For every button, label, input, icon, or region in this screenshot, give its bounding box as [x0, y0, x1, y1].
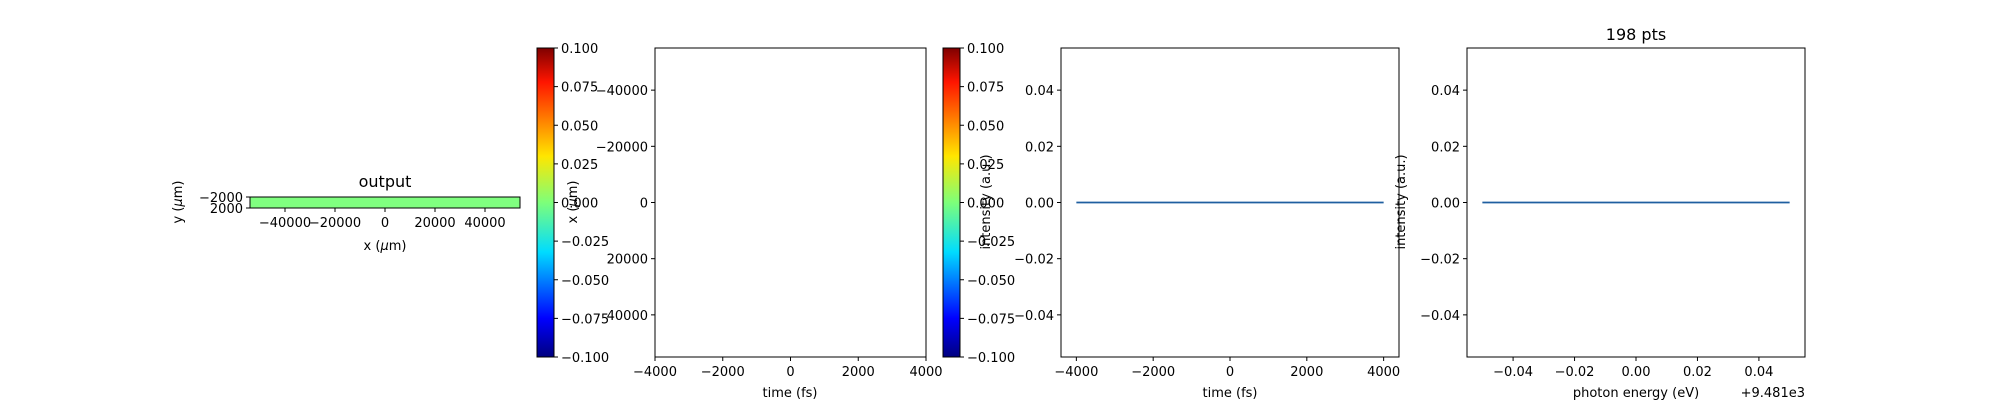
y-tick-label: 0.02	[1431, 140, 1460, 155]
colorbar-tick-label: −0.100	[967, 351, 1015, 366]
colorbar-tick-label: 0.075	[967, 81, 1004, 96]
colorbar-2: −0.100 −0.075 −0.050 −0.025 0.000 0.025 0.050 0…	[942, 42, 1015, 366]
colorbar-tick-label: −0.100	[561, 351, 609, 366]
x-tick-label: 20000	[414, 216, 455, 231]
y-tick-label: 40000	[607, 309, 648, 324]
y-tick-label: 0.02	[1025, 140, 1054, 155]
x-tick-label: −2000	[701, 365, 745, 380]
spectrum-title: 198 pts	[1606, 25, 1666, 44]
colorbar-1: −0.100 −0.075 −0.050 −0.025 0.000 0.025 0.050 0…	[536, 42, 609, 366]
x-tick-label: 4000	[909, 365, 942, 380]
colorbar-tick-label: −0.050	[561, 274, 609, 289]
y-tick-label: −0.02	[1014, 253, 1054, 268]
x-tick-label: 2000	[1290, 365, 1323, 380]
y-tick-label: −40000	[596, 84, 648, 99]
colorbar-tick-label: −0.025	[561, 235, 609, 250]
time-map-ylabel: x (μm)	[566, 181, 581, 224]
x-tick-label: 0.04	[1744, 365, 1773, 380]
time-map-frame	[654, 47, 927, 358]
colorbar-tick-label: 0.075	[561, 81, 598, 96]
x-tick-label: −0.02	[1555, 365, 1595, 380]
time-map-y-ticks: −40000 −20000 0 20000 40000	[596, 84, 655, 324]
colorbar-tick-label: 0.050	[967, 119, 1004, 134]
y-tick-label: 0.04	[1431, 84, 1460, 99]
y-tick-label: −0.04	[1014, 309, 1054, 324]
output-map-xlabel: x (μm)	[364, 239, 407, 254]
y-tick-label: 2000	[210, 202, 243, 217]
spectrum-offset-label: +9.481e3	[1741, 386, 1805, 400]
colorbar-tick-label: −0.075	[967, 312, 1015, 327]
output-map-title: output	[359, 172, 412, 191]
colorbar-2-ticks: −0.100 −0.075 −0.050 −0.025 0.000 0.025 0.050 0…	[960, 42, 1015, 366]
output-map-x-ticks: −40000−20000 0 20000 40000	[259, 208, 506, 231]
time-line-x-ticks: −4000 −2000 0 2000 4000	[1054, 357, 1400, 380]
colorbar-tick-label: −0.050	[967, 274, 1015, 289]
colorbar-tick-label: 0.025	[967, 158, 1004, 173]
x-tick-label: −40000	[259, 216, 311, 231]
y-tick-label: −2000	[199, 191, 243, 206]
y-tick-label: 20000	[607, 253, 648, 268]
colorbar-tick-label: 0.000	[561, 197, 598, 212]
y-tick-label: 0	[640, 197, 648, 212]
y-tick-label: 0.00	[1431, 197, 1460, 212]
x-tick-label: 40000	[464, 216, 505, 231]
spectrum-ylabel: intensity (a.u.)	[1394, 154, 1409, 249]
x-tick-label: 0.00	[1622, 365, 1651, 380]
colorbar-tick-label: −0.025	[967, 235, 1015, 250]
spectrum-xlabel: photon energy (eV)	[1573, 386, 1699, 400]
time-line-panel: −4000 −2000 0 2000 4000 −0.04 −0.02 0.00 0.02 0.…	[979, 47, 1400, 400]
time-map-x-ticks: −4000 −2000 0 2000 4000	[633, 357, 943, 380]
colorbar-tick-label: 0.100	[967, 42, 1004, 57]
colorbar-tick-label: −0.075	[561, 312, 609, 327]
y-tick-label: 0.00	[1025, 197, 1054, 212]
x-tick-label: −20000	[309, 216, 361, 231]
x-tick-label: −4000	[1054, 365, 1098, 380]
x-tick-label: −4000	[633, 365, 677, 380]
colorbar-tick-label: 0.025	[561, 158, 598, 173]
colorbar-2-gradient	[942, 47, 961, 358]
x-tick-label: 0	[786, 365, 794, 380]
x-tick-label: 2000	[842, 365, 875, 380]
output-map-panel: output −40000−20000 0 20000 40000 −20002000…	[171, 172, 521, 254]
x-tick-label: 0	[1226, 365, 1234, 380]
time-line-xlabel: time (fs)	[1203, 386, 1258, 400]
y-tick-label: −0.02	[1420, 253, 1460, 268]
colorbar-tick-label: 0.000	[967, 197, 1004, 212]
time-map-panel: −4000 −2000 0 2000 4000 −40000−2000002000040…	[566, 47, 943, 400]
time-map-xlabel: time (fs)	[763, 386, 818, 400]
spectrum-y-ticks: −0.04 −0.02 0.00 0.02 0.04	[1420, 84, 1467, 324]
output-map-ylabel: y (μm)	[171, 181, 186, 224]
y-tick-label: −20000	[596, 140, 648, 155]
spectrum-panel: 198 pts −0.04 −0.02 0.00 0.02 0.04 −0.04−0.0…	[1394, 25, 1806, 400]
time-line-ylabel: intensity (a.u.)	[979, 154, 994, 249]
x-tick-label: −0.04	[1493, 365, 1533, 380]
x-tick-label: −2000	[1131, 365, 1175, 380]
colorbar-tick-label: 0.100	[561, 42, 598, 57]
output-map-image	[250, 197, 520, 208]
colorbar-tick-label: 0.050	[561, 119, 598, 134]
x-tick-label: 0.02	[1683, 365, 1712, 380]
y-tick-label: 0.04	[1025, 84, 1054, 99]
x-tick-label: 0	[381, 216, 389, 231]
x-tick-label: 4000	[1367, 365, 1400, 380]
time-line-y-ticks: −0.04 −0.02 0.00 0.02 0.04	[1014, 84, 1061, 324]
colorbar-1-gradient	[536, 47, 555, 358]
y-tick-label: −0.04	[1420, 309, 1460, 324]
colorbar-1-ticks: −0.100 −0.075 −0.050 −0.025 0.000 0.025 0.050 0…	[554, 42, 609, 366]
spectrum-x-ticks: −0.04 −0.02 0.00 0.02 0.04	[1493, 357, 1773, 380]
